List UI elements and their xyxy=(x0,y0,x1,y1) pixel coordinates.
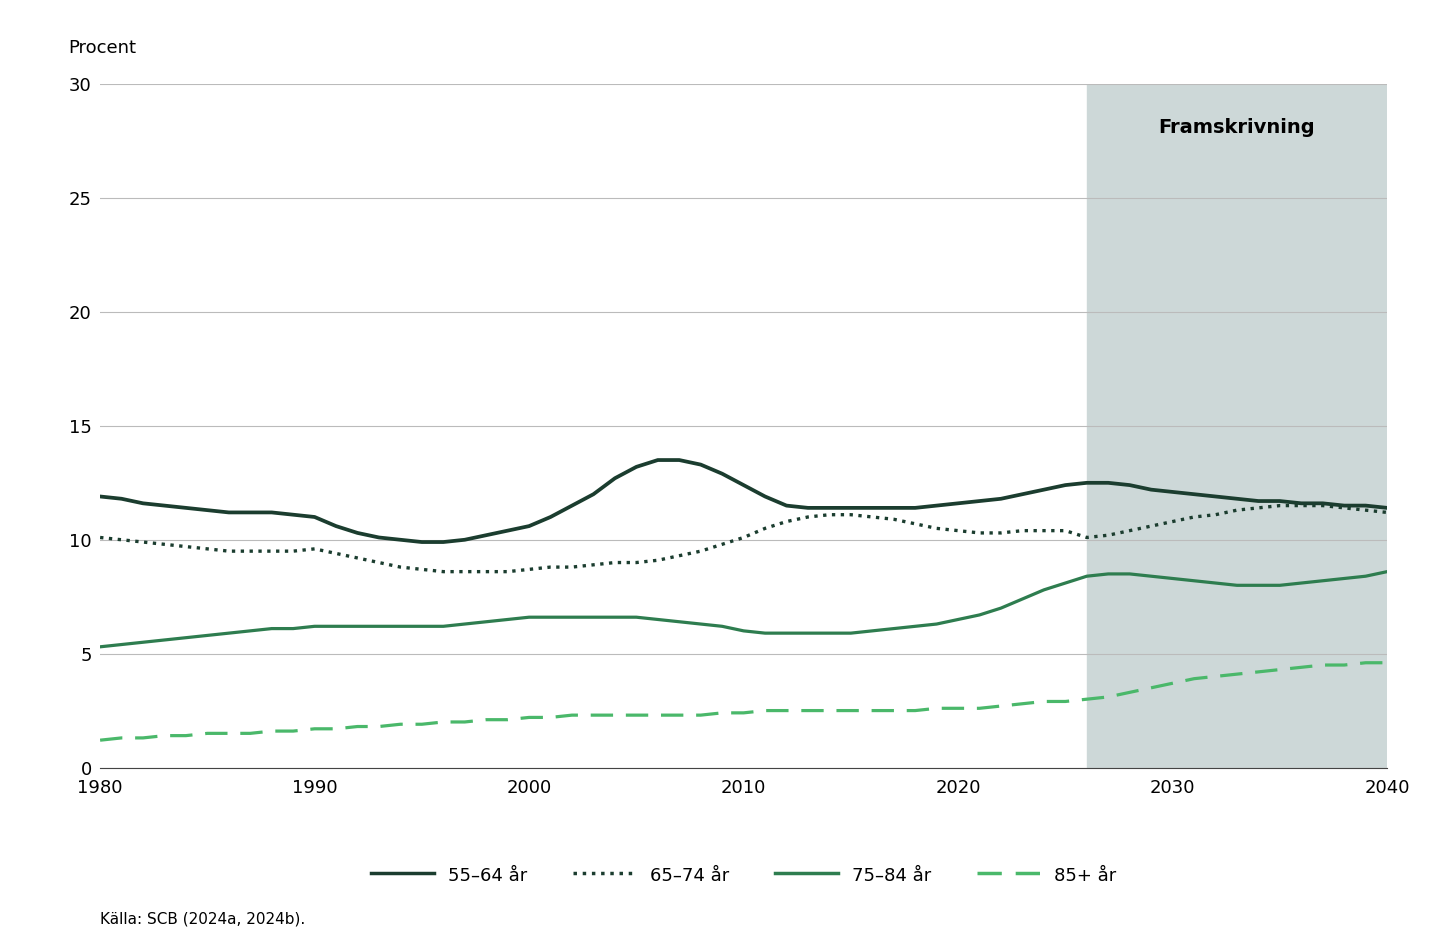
Text: Källa: SCB (2024a, 2024b).: Källa: SCB (2024a, 2024b). xyxy=(100,912,306,927)
Text: Framskrivning: Framskrivning xyxy=(1158,118,1316,138)
Legend: 55–64 år, 65–74 år, 75–84 år, 85+ år: 55–64 år, 65–74 år, 75–84 år, 85+ år xyxy=(363,858,1124,892)
Text: Procent: Procent xyxy=(69,39,136,57)
Bar xyxy=(1087,84,1387,768)
